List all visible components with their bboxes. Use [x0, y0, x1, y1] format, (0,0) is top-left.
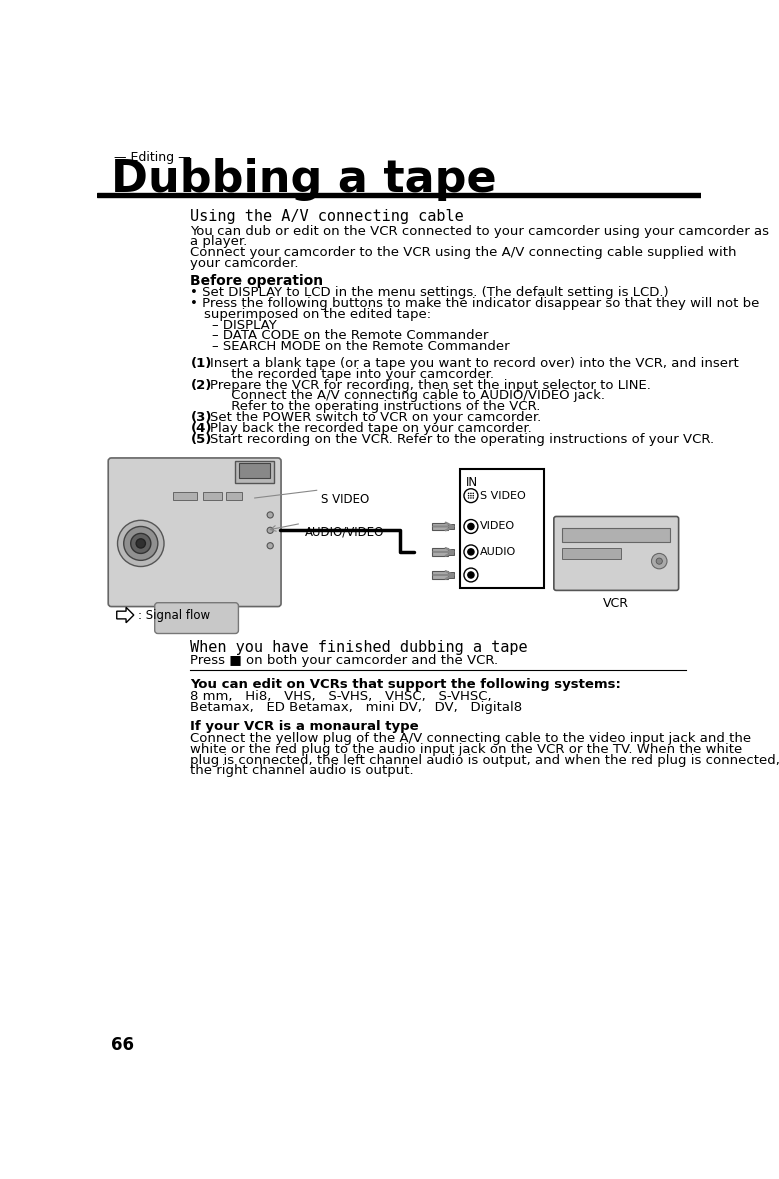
Text: VIDEO: VIDEO	[480, 521, 516, 532]
Text: white or the red plug to the audio input jack on the VCR or the TV. When the whi: white or the red plug to the audio input…	[190, 743, 742, 756]
Circle shape	[464, 545, 478, 559]
Circle shape	[473, 498, 474, 499]
Circle shape	[267, 527, 273, 533]
Bar	[235, 461, 274, 482]
Text: Prepare the VCR for recording, then set the input selector to LINE.: Prepare the VCR for recording, then set …	[210, 378, 650, 391]
Circle shape	[267, 542, 273, 548]
Bar	[239, 462, 270, 477]
Bar	[562, 548, 621, 559]
Text: Using the A/V connecting cable: Using the A/V connecting cable	[190, 209, 464, 224]
Circle shape	[471, 493, 472, 494]
Circle shape	[464, 520, 478, 533]
Circle shape	[471, 495, 472, 496]
Text: Press ■ on both your camcorder and the VCR.: Press ■ on both your camcorder and the V…	[190, 653, 499, 666]
Circle shape	[473, 493, 474, 494]
Circle shape	[656, 558, 662, 565]
Circle shape	[464, 489, 478, 502]
Bar	[448, 523, 454, 529]
Circle shape	[468, 523, 474, 529]
Text: • Press the following buttons to make the indicator disappear so that they will : • Press the following buttons to make th…	[190, 297, 760, 310]
Text: (4): (4)	[190, 422, 212, 435]
Bar	[432, 522, 448, 531]
Text: IN: IN	[467, 476, 478, 489]
Circle shape	[468, 548, 474, 555]
Text: a player.: a player.	[190, 236, 248, 249]
Bar	[562, 528, 670, 542]
FancyBboxPatch shape	[554, 516, 679, 591]
Text: (5): (5)	[190, 433, 212, 446]
Text: Before operation: Before operation	[190, 274, 323, 288]
Text: 8 mm,   Hi8,   VHS,   S-VHS,   VHSC,   S-VHSC,: 8 mm, Hi8, VHS, S-VHS, VHSC, S-VHSC,	[190, 691, 492, 704]
Text: Dubbing a tape: Dubbing a tape	[111, 158, 497, 202]
Text: • Set DISPLAY to LCD in the menu settings. (The default setting is LCD.): • Set DISPLAY to LCD in the menu setting…	[190, 286, 669, 299]
Text: the recorded tape into your camcorder.: the recorded tape into your camcorder.	[210, 368, 494, 381]
Text: your camcorder.: your camcorder.	[190, 257, 299, 270]
Text: Refer to the operating instructions of the VCR.: Refer to the operating instructions of t…	[210, 400, 540, 413]
Text: Connect your camcorder to the VCR using the A/V connecting cable supplied with: Connect your camcorder to the VCR using …	[190, 246, 737, 259]
Circle shape	[471, 498, 472, 499]
Text: – SEARCH MODE on the Remote Commander: – SEARCH MODE on the Remote Commander	[212, 340, 509, 354]
Text: (1): (1)	[190, 357, 212, 370]
Circle shape	[468, 498, 470, 499]
Text: superimposed on the edited tape:: superimposed on the edited tape:	[204, 308, 432, 321]
Circle shape	[124, 527, 158, 560]
Circle shape	[464, 568, 478, 582]
Bar	[432, 571, 448, 579]
Bar	[173, 492, 196, 500]
Text: – DISPLAY: – DISPLAY	[212, 318, 277, 331]
Text: – DATA CODE on the Remote Commander: – DATA CODE on the Remote Commander	[212, 329, 488, 342]
Text: If your VCR is a monaural type: If your VCR is a monaural type	[190, 719, 419, 733]
Text: the right channel audio is output.: the right channel audio is output.	[190, 764, 414, 777]
Text: S VIDEO: S VIDEO	[321, 493, 368, 506]
Bar	[448, 572, 454, 578]
Text: (3): (3)	[190, 411, 212, 424]
Circle shape	[468, 493, 470, 494]
Polygon shape	[117, 607, 134, 623]
Text: (2): (2)	[190, 378, 212, 391]
Circle shape	[468, 495, 470, 496]
Text: Insert a blank tape (or a tape you want to record over) into the VCR, and insert: Insert a blank tape (or a tape you want …	[210, 357, 738, 370]
Text: S VIDEO: S VIDEO	[480, 490, 526, 501]
Text: Set the POWER switch to VCR on your camcorder.: Set the POWER switch to VCR on your camc…	[210, 411, 541, 424]
Text: : Signal flow: : Signal flow	[138, 608, 210, 621]
Text: When you have finished dubbing a tape: When you have finished dubbing a tape	[190, 640, 528, 654]
Circle shape	[118, 520, 164, 567]
Text: plug is connected, the left channel audio is output, and when the red plug is co: plug is connected, the left channel audi…	[190, 753, 779, 766]
Text: You can dub or edit on the VCR connected to your camcorder using your camcorder : You can dub or edit on the VCR connected…	[190, 225, 770, 238]
Bar	[97, 193, 701, 197]
Circle shape	[131, 533, 151, 553]
Circle shape	[267, 512, 273, 518]
Text: Connect the A/V connecting cable to AUDIO/VIDEO jack.: Connect the A/V connecting cable to AUDI…	[210, 389, 605, 402]
Circle shape	[468, 572, 474, 578]
Bar	[448, 549, 454, 554]
Text: Play back the recorded tape on your camcorder.: Play back the recorded tape on your camc…	[210, 422, 531, 435]
FancyBboxPatch shape	[155, 602, 238, 633]
Bar	[460, 469, 544, 588]
Bar	[203, 492, 222, 500]
Text: Betamax,   ED Betamax,   mini DV,   DV,   Digital8: Betamax, ED Betamax, mini DV, DV, Digita…	[190, 702, 523, 714]
Text: Connect the yellow plug of the A/V connecting cable to the video input jack and : Connect the yellow plug of the A/V conne…	[190, 732, 752, 745]
Bar	[432, 548, 448, 555]
Text: 66: 66	[111, 1036, 134, 1054]
Text: Start recording on the VCR. Refer to the operating instructions of your VCR.: Start recording on the VCR. Refer to the…	[210, 433, 714, 446]
Text: — Editing —: — Editing —	[115, 151, 191, 165]
Circle shape	[136, 539, 146, 548]
Text: AUDIO/VIDEO: AUDIO/VIDEO	[305, 526, 385, 539]
Circle shape	[473, 495, 474, 496]
Text: AUDIO: AUDIO	[480, 547, 516, 556]
Text: VCR: VCR	[603, 598, 629, 611]
Circle shape	[651, 553, 667, 568]
Bar	[226, 492, 241, 500]
FancyBboxPatch shape	[108, 457, 281, 606]
Text: You can edit on VCRs that support the following systems:: You can edit on VCRs that support the fo…	[190, 678, 621, 691]
